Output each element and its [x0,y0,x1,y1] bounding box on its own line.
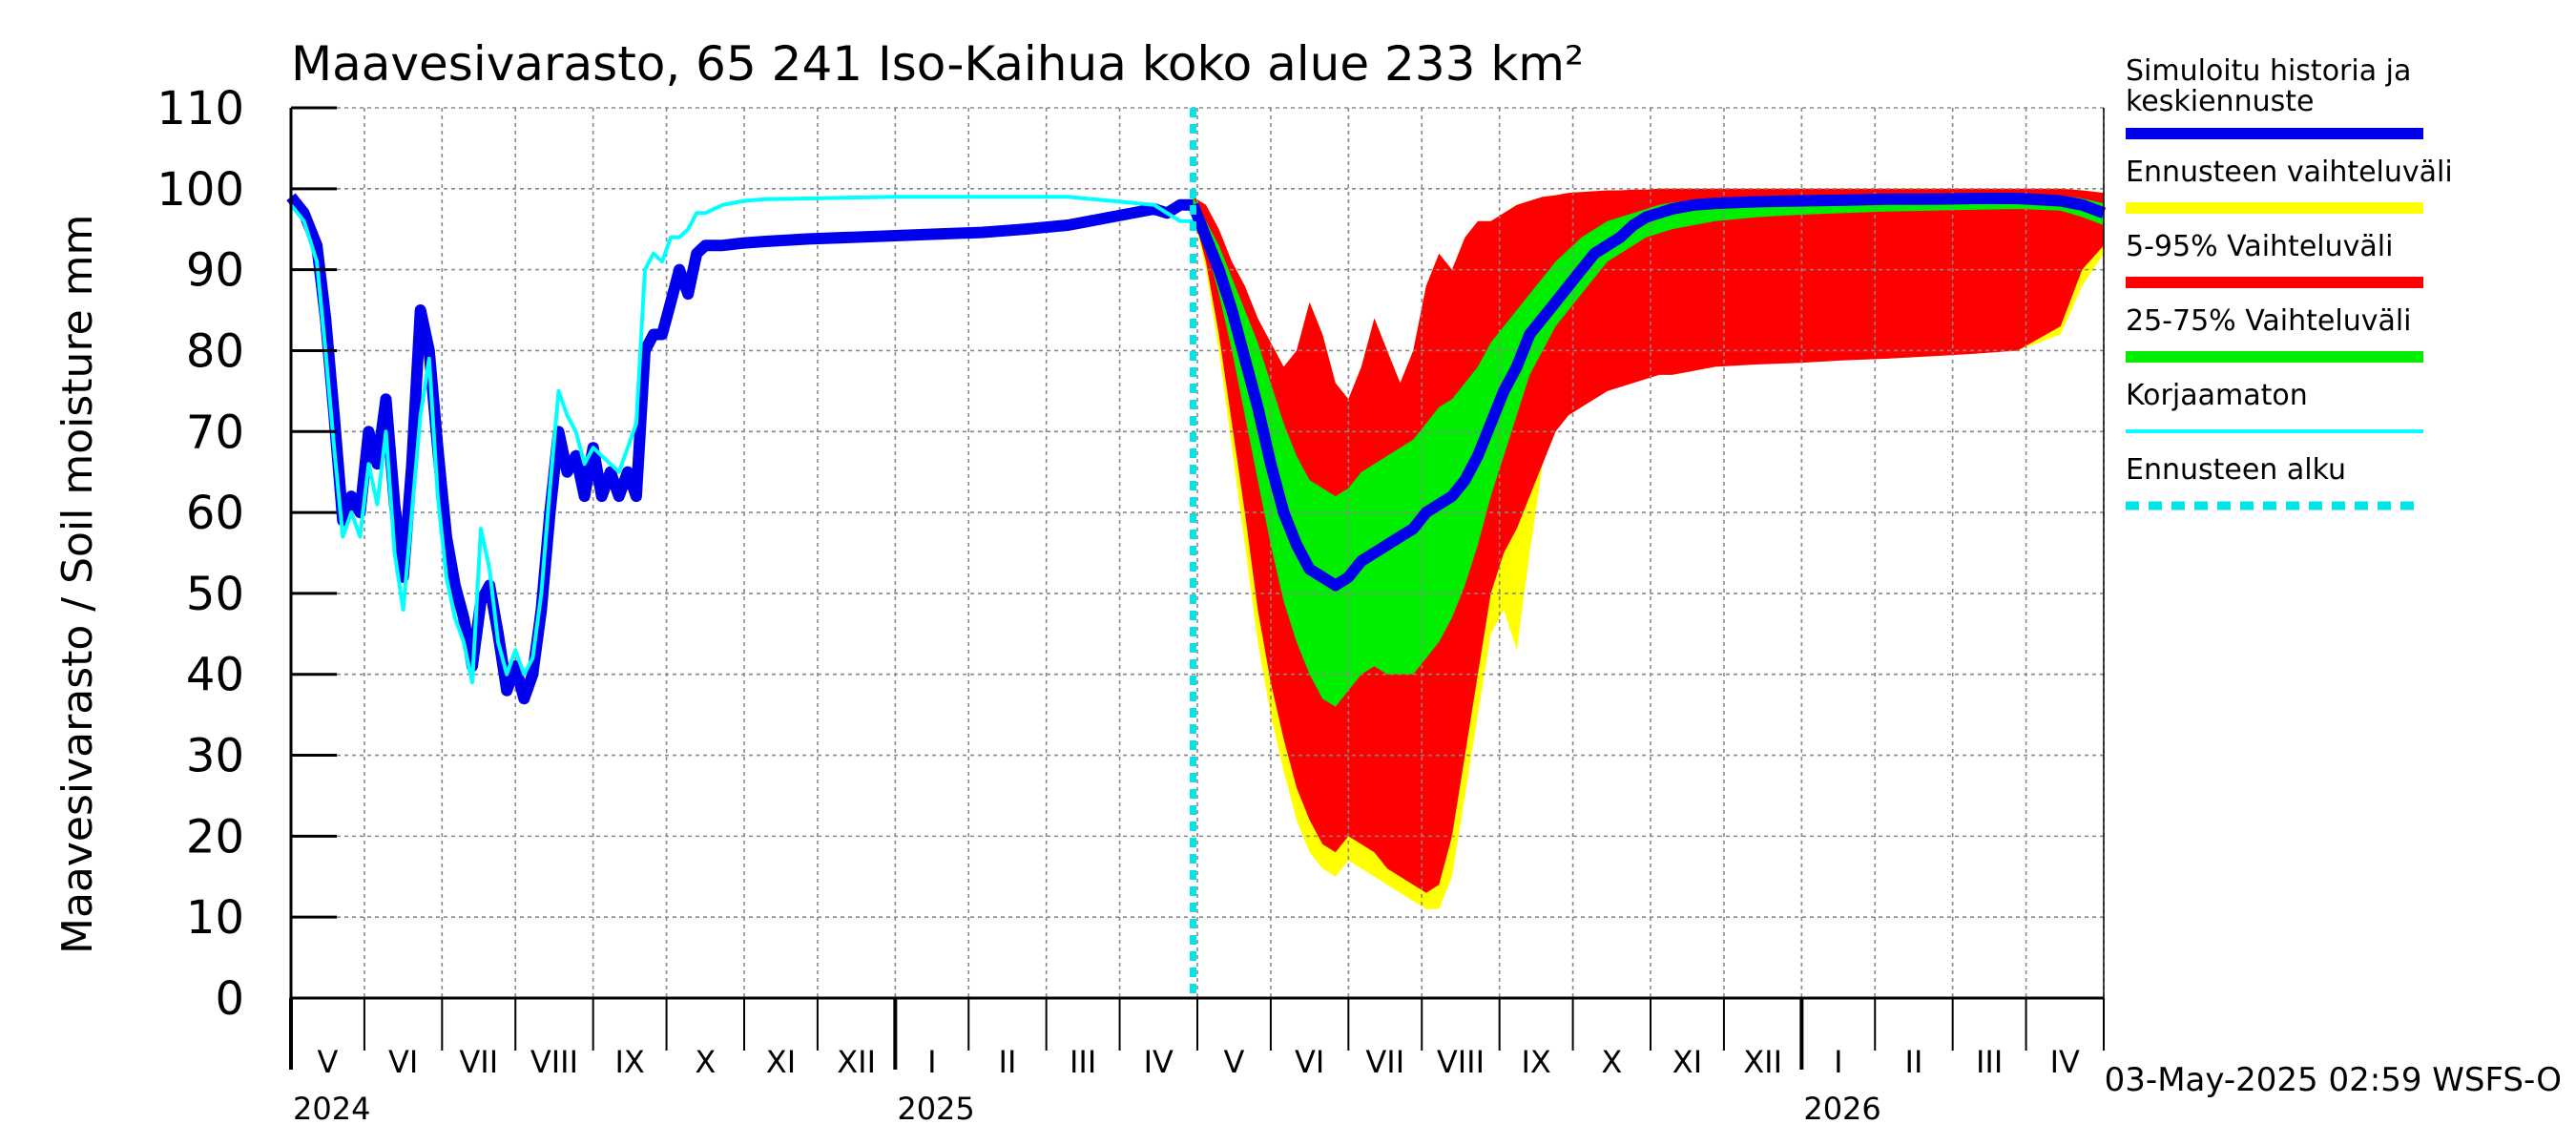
y-tick-label-0: 0 [215,972,244,1026]
x-tick-label-7: XII [837,1044,876,1080]
y-tick-label-6: 60 [186,487,244,540]
x-tick-label-19: XII [1743,1044,1782,1080]
grid-lines [291,107,2105,998]
y-tick-label-1: 10 [186,891,244,945]
legend-label-4: Korjaamaton [2126,379,2308,412]
x-tick-label-11: IV [1144,1044,1174,1080]
year-label-0: 2024 [293,1091,370,1127]
x-tick-label-4: IX [614,1044,644,1080]
x-tick-label-0: V [318,1044,339,1080]
x-tick-label-14: VII [1365,1044,1404,1080]
x-tick-label-18: XI [1672,1044,1702,1080]
x-tick-label-17: X [1601,1044,1622,1080]
x-tick-label-9: II [999,1044,1017,1080]
x-tick-label-10: III [1070,1044,1096,1080]
legend-label-0-1: keskiennuste [2126,85,2314,118]
y-tick-label-9: 90 [186,244,244,298]
x-tick-label-21: II [1905,1044,1923,1080]
forecast-bands [1193,188,2104,909]
year-label-1: 2025 [897,1091,974,1127]
timestamp-label: 03-May-2025 02:59 WSFS-O [2105,1061,2562,1099]
legend-label-1: Ennusteen vaihteluväli [2126,156,2453,189]
x-tick-label-6: XI [766,1044,796,1080]
x-tick-label-13: VI [1295,1044,1324,1080]
x-tick-labels: V VI VII VIII IX X XI XII I II III IV V VI VII VIII IX X X… [289,998,2105,1127]
series-line-1 [286,193,1194,705]
x-tick-label-8: I [927,1044,936,1080]
y-tick-labels: 0 10 20 30 40 50 60 70 80 90 100 110 [156,82,337,1026]
band-3 [1193,193,2104,707]
y-tick-label-5: 50 [186,568,244,621]
x-tick-label-23: IV [2050,1044,2080,1080]
x-tick-label-22: III [1976,1044,2003,1080]
x-tick-label-20: I [1834,1044,1842,1080]
x-tick-label-1: VI [388,1044,418,1080]
x-tick-label-15: VIII [1437,1044,1485,1080]
y-axis-label: Maavesivarasto / Soil moisture mm [53,215,102,954]
year-label-2: 2026 [1803,1091,1880,1127]
y-tick-label-11: 110 [156,82,244,135]
x-tick-label-16: IX [1521,1044,1550,1080]
y-tick-label-3: 30 [186,730,244,783]
y-tick-label-10: 100 [156,163,244,217]
series-lines [286,193,2107,705]
y-tick-label-8: 80 [186,324,244,378]
chart-title: Maavesivarasto, 65 241 Iso-Kaihua koko a… [291,36,1584,92]
legend-label-5: Ennusteen alku [2126,453,2346,487]
series-line-2 [289,195,1194,685]
series-line-3 [1187,193,2107,592]
y-tick-label-4: 40 [186,649,244,702]
x-tick-label-12: V [1224,1044,1245,1080]
band-2 [1193,188,2104,893]
x-tick-label-3: VIII [530,1044,578,1080]
legend-label-3: 25-75% Vaihteluväli [2126,304,2412,338]
x-tick-label-5: X [695,1044,716,1080]
y-tick-label-7: 70 [186,406,244,459]
x-tick-label-2: VII [459,1044,498,1080]
legend-label-2: 5-95% Vaihteluväli [2126,230,2393,263]
legend-label-0-0: Simuloitu historia ja [2126,54,2411,88]
y-tick-label-2: 20 [186,810,244,864]
